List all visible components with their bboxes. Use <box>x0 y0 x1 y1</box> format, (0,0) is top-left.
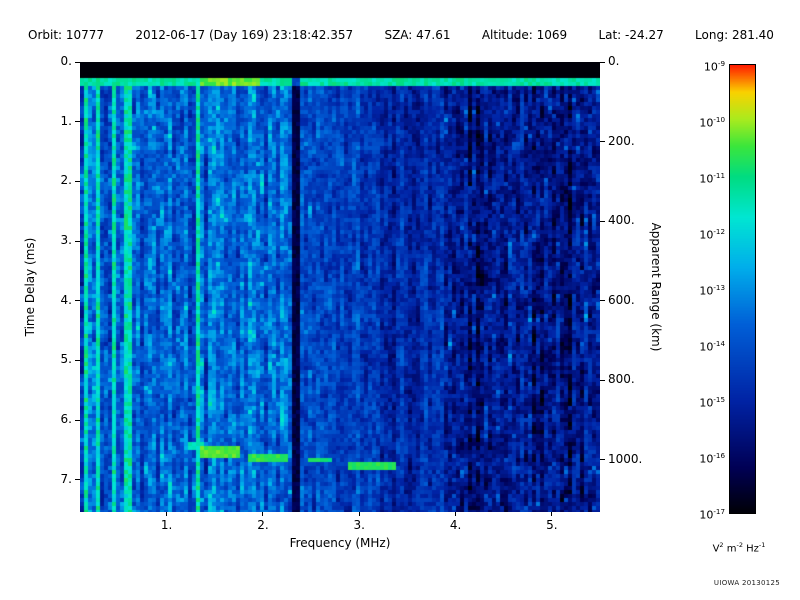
colorbar-tick-label: 10-9 <box>703 59 725 74</box>
x-tick-label: 2. <box>257 518 269 532</box>
colorbar-tick-label: 10-11 <box>699 171 725 186</box>
y-left-tick <box>75 300 80 302</box>
y-left-tick <box>75 419 80 421</box>
longitude-field: Long: 281.40 <box>695 28 774 42</box>
colorbar-tick-label: 10-13 <box>699 283 725 298</box>
y-left-tick-label: 7. <box>60 471 72 486</box>
y-right-tick-label: 800. <box>608 372 635 387</box>
y-right-tick-label: 200. <box>608 133 635 148</box>
x-tick-label: 1. <box>160 518 173 532</box>
y-right-tick-label: 0. <box>608 54 620 68</box>
y-right-tick <box>600 459 605 461</box>
colorbar <box>729 64 756 514</box>
y-left-tick-label: 6. <box>60 412 72 427</box>
credit-text: UIOWA 20130125 <box>713 579 780 587</box>
y-left-tick-label: 0. <box>60 54 72 68</box>
spectrogram-canvas <box>80 62 600 512</box>
y-left-tick <box>75 180 80 182</box>
orbit-field: Orbit: 10777 <box>28 28 105 42</box>
colorbar-tick-label: 10-10 <box>699 115 725 130</box>
y-right-tick <box>600 61 605 63</box>
y-left-tick <box>75 240 80 242</box>
sza-field: SZA: 47.61 <box>384 28 451 42</box>
colorbar-units-label: V2 m-2 Hz-1 <box>712 541 766 555</box>
colorbar-tick-label: 10-12 <box>699 227 725 242</box>
y-right-tick-label: 600. <box>608 292 635 307</box>
y-left-tick <box>75 359 80 361</box>
y-left-tick <box>75 121 80 123</box>
y-left-tick <box>75 61 80 63</box>
y-axis-title-left: Time Delay (ms) <box>23 237 37 337</box>
y-axis-title-right: Apparent Range (km) <box>649 222 663 352</box>
colorbar-tick-label: 10-14 <box>699 339 725 354</box>
x-tick <box>455 512 457 516</box>
y-left-tick <box>75 479 80 481</box>
colorbar-tick-label: 10-16 <box>699 451 725 466</box>
x-tick-label: 4. <box>449 518 462 532</box>
y-left-tick-label: 4. <box>60 292 72 307</box>
x-tick <box>262 512 264 516</box>
y-left-tick-label: 3. <box>60 233 72 248</box>
x-axis-title: Frequency (MHz) <box>289 536 391 550</box>
x-tick <box>166 512 168 516</box>
y-right-tick-label: 400. <box>608 213 635 228</box>
y-left-tick-label: 1. <box>60 113 72 128</box>
datetime-field: 2012-06-17 (Day 169) 23:18:42.357 <box>135 28 354 42</box>
y-right-tick <box>600 300 605 302</box>
x-tick <box>551 512 553 516</box>
altitude-field: Altitude: 1069 <box>481 28 568 42</box>
x-tick <box>358 512 360 516</box>
latitude-field: Lat: -24.27 <box>598 28 664 42</box>
y-right-tick-label: 1000. <box>608 451 643 466</box>
header-bar: Orbit: 10777 2012-06-17 (Day 169) 23:18:… <box>28 28 774 42</box>
x-tick-label: 3. <box>353 518 365 532</box>
x-tick-label: 5. <box>546 518 558 532</box>
colorbar-tick-label: 10-17 <box>699 507 725 522</box>
y-right-tick <box>600 379 605 381</box>
y-left-tick-label: 2. <box>60 173 72 188</box>
y-right-tick <box>600 141 605 143</box>
y-left-tick-label: 5. <box>60 352 72 367</box>
colorbar-tick-label: 10-15 <box>699 395 725 410</box>
y-right-tick <box>600 220 605 222</box>
